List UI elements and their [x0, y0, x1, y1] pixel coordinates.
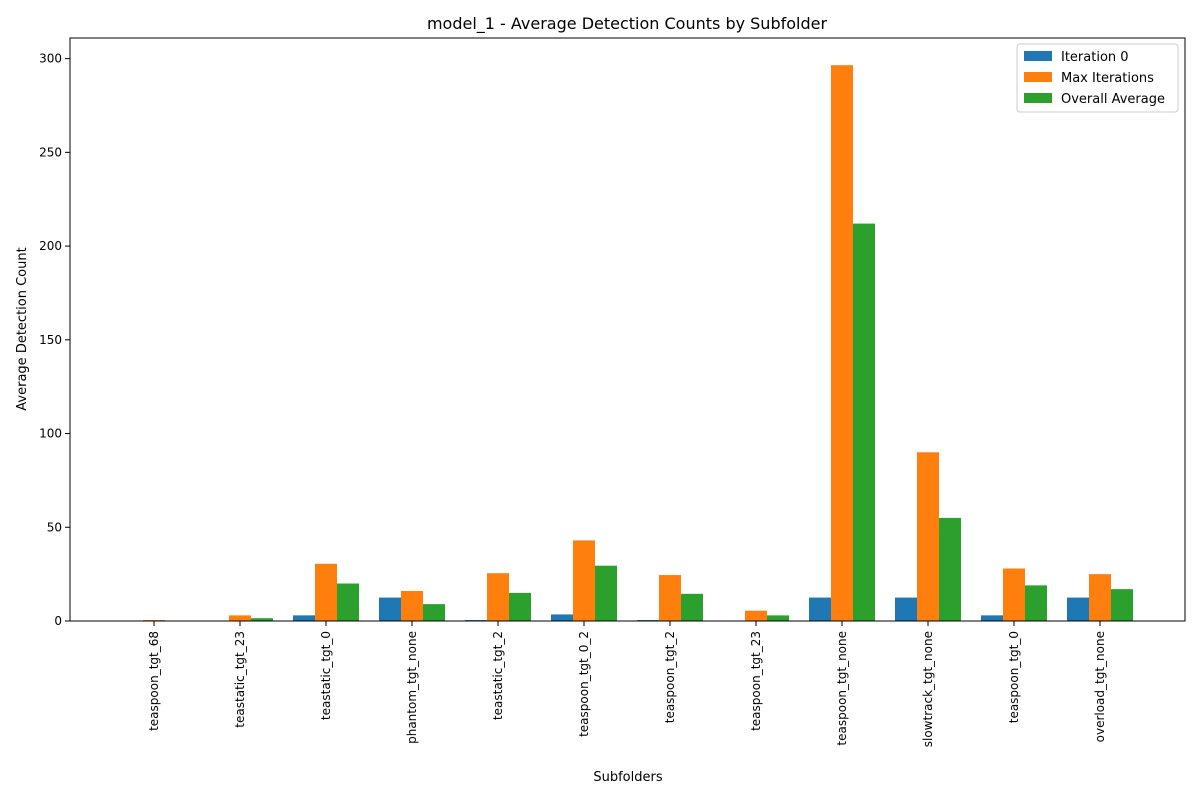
bar-overall-average-teastatic_tgt_0	[337, 583, 359, 621]
y-axis: 0 50 100 150 200 250 300	[39, 52, 70, 628]
y-tick-label: 50	[47, 520, 62, 534]
y-tick-label: 300	[39, 52, 62, 66]
bar-max-iterations-phantom_tgt_none	[401, 591, 423, 621]
x-tick-label: slowtrack_tgt_none	[921, 631, 935, 747]
bar-max-iterations-teastatic_tgt_23	[229, 615, 251, 621]
bar-overall-average-overload_tgt_none	[1111, 589, 1133, 621]
bar-overall-average-teaspoon_tgt_none	[853, 223, 875, 621]
legend-box	[1016, 43, 1179, 113]
bar-iteration-0-slowtrack_tgt_none	[895, 597, 917, 621]
y-tick-label: 100	[39, 427, 62, 441]
x-axis-label: Subfolders	[593, 770, 662, 785]
legend-label: Iteration 0	[1061, 50, 1129, 65]
legend-label: Overall Average	[1061, 92, 1165, 107]
x-tick-label: teastatic_tgt_2	[491, 631, 505, 720]
bar-overall-average-slowtrack_tgt_none	[939, 517, 961, 621]
bar-max-iterations-teastatic_tgt_0	[315, 563, 337, 621]
x-tick-label: teaspoon_tgt_0_2	[577, 631, 591, 737]
bar-max-iterations-teaspoon_tgt_2	[659, 575, 681, 621]
bar-max-iterations-teaspoon_tgt_0	[1003, 568, 1025, 621]
bar-overall-average-teaspoon_tgt_2	[681, 593, 703, 621]
legend-label: Max Iterations	[1061, 71, 1154, 86]
bar-iteration-0-overload_tgt_none	[1067, 597, 1089, 621]
bar-iteration-0-teaspoon_tgt_0	[981, 615, 1003, 621]
x-tick-label: teastatic_tgt_0	[319, 631, 333, 720]
bar-iteration-0-teastatic_tgt_0	[293, 615, 315, 621]
x-tick-label: teaspoon_tgt_none	[835, 631, 849, 746]
x-tick-label: teaspoon_tgt_2	[663, 631, 677, 723]
x-axis: teaspoon_tgt_68 teastatic_tgt_23 teastatic…	[147, 621, 1107, 747]
legend: Iteration 0 Max Iterations Overall Average	[1016, 43, 1179, 113]
bar-overall-average-teastatic_tgt_23	[251, 618, 273, 621]
bar-overall-average-phantom_tgt_none	[423, 604, 445, 621]
y-tick-label: 200	[39, 239, 62, 253]
plot-frame	[69, 37, 1186, 622]
bar-iteration-0-teaspoon_tgt_0_2	[551, 614, 573, 621]
x-tick-label: teastatic_tgt_23	[233, 631, 247, 728]
y-tick-label: 250	[39, 145, 62, 159]
chart-title: model_1 - Average Detection Counts by Su…	[427, 14, 828, 34]
x-tick-label: phantom_tgt_none	[405, 631, 419, 744]
bar-max-iterations-teaspoon_tgt_0_2	[573, 540, 595, 621]
bar-max-iterations-teaspoon_tgt_none	[831, 65, 853, 622]
legend-swatch	[1024, 51, 1052, 61]
bar-max-iterations-overload_tgt_none	[1089, 574, 1111, 621]
bars-group	[143, 65, 1133, 622]
bar-overall-average-teaspoon_tgt_0	[1025, 585, 1047, 621]
bar-iteration-0-teaspoon_tgt_none	[809, 597, 831, 621]
x-tick-label: overload_tgt_none	[1093, 631, 1107, 742]
y-tick-label: 150	[39, 333, 62, 347]
x-tick-label: teaspoon_tgt_68	[147, 631, 161, 731]
bar-overall-average-teaspoon_tgt_0_2	[595, 565, 617, 621]
bar-overall-average-teastatic_tgt_2	[509, 592, 531, 621]
y-axis-label: Average Detection Count	[15, 247, 30, 410]
x-tick-label: teaspoon_tgt_23	[749, 631, 763, 731]
bar-max-iterations-slowtrack_tgt_none	[917, 452, 939, 621]
legend-swatch	[1024, 93, 1052, 103]
x-tick-label: teaspoon_tgt_0	[1007, 631, 1021, 723]
bar-overall-average-teaspoon_tgt_23	[767, 615, 789, 621]
bar-max-iterations-teaspoon_tgt_23	[745, 610, 767, 621]
bar-iteration-0-phantom_tgt_none	[379, 597, 401, 621]
y-tick-label: 0	[54, 614, 62, 628]
legend-swatch	[1024, 72, 1052, 82]
bar-max-iterations-teastatic_tgt_2	[487, 573, 509, 621]
